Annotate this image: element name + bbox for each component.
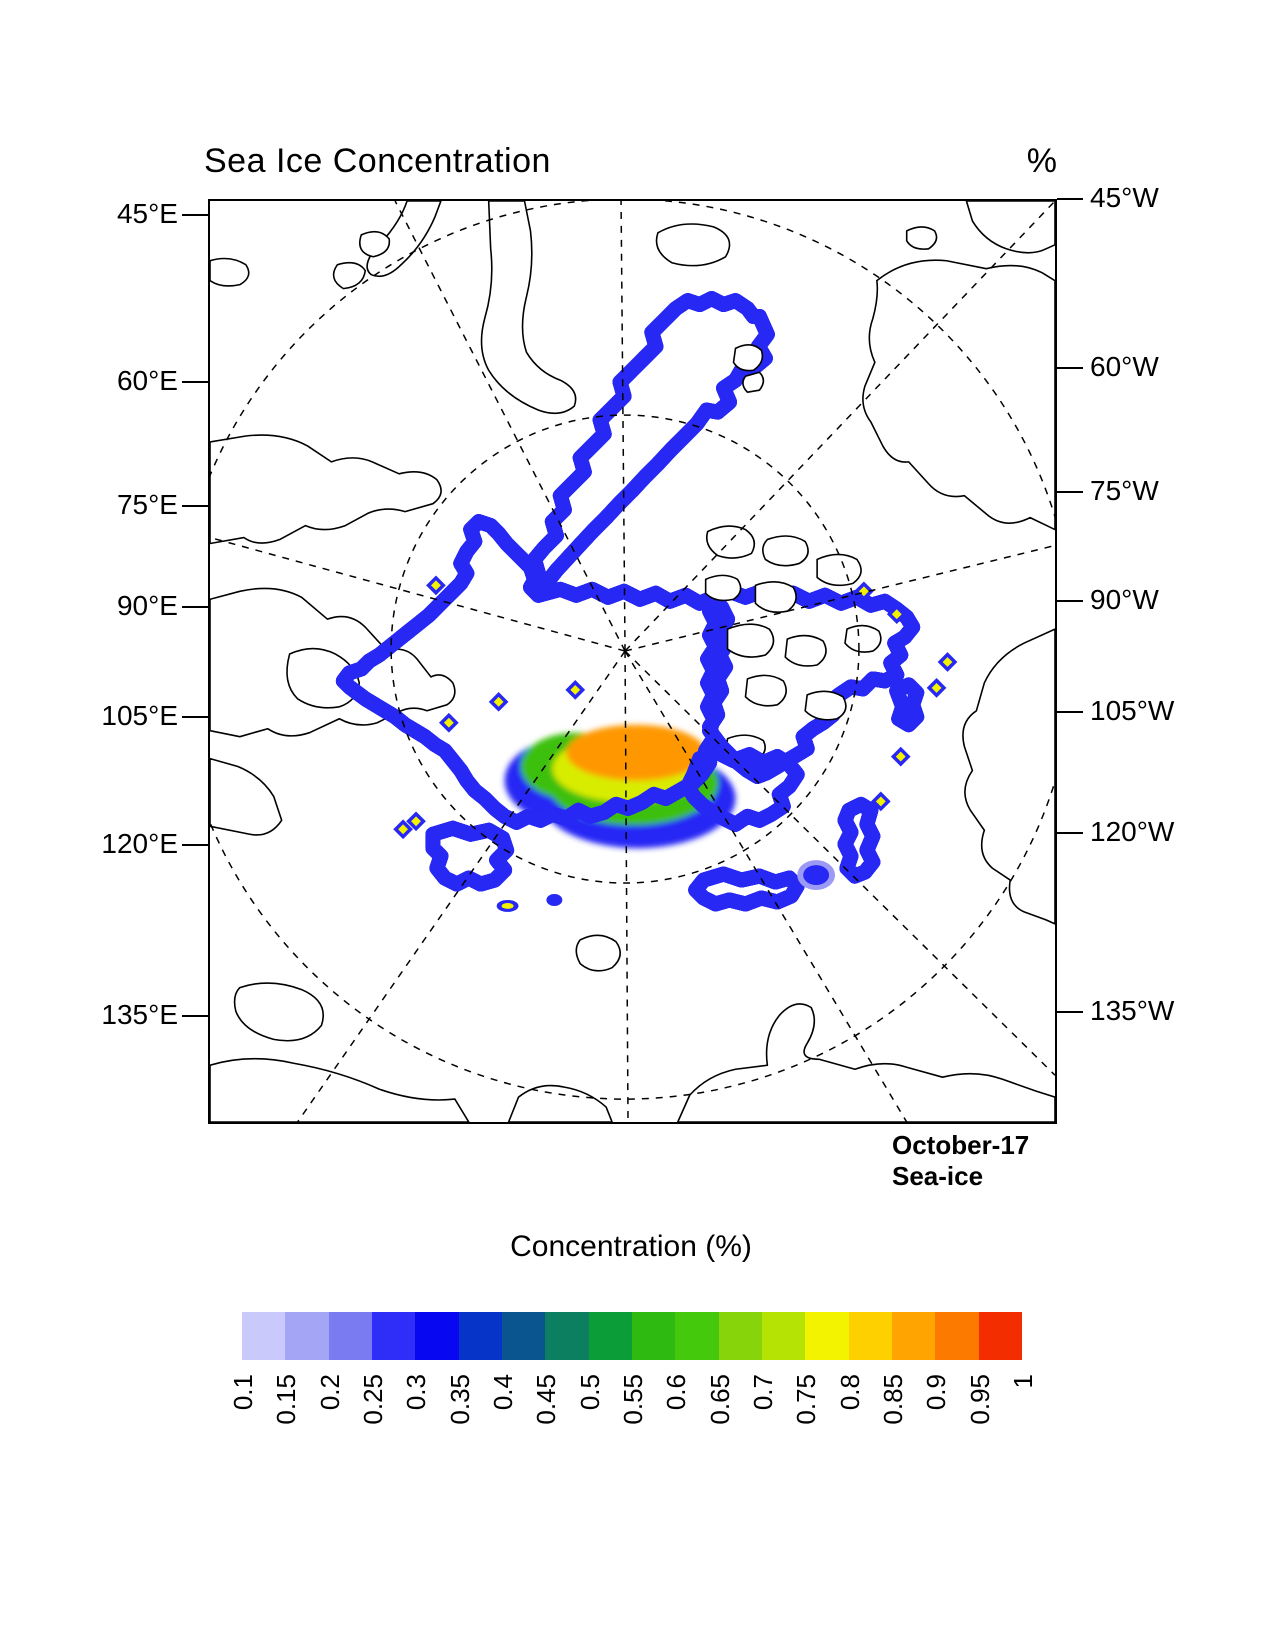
- colorbar-cell: [978, 1312, 1022, 1360]
- colorbar-tick-label: 0.8: [834, 1374, 865, 1411]
- colorbar-cell: [935, 1312, 979, 1360]
- right-axis-label: 75°W: [1090, 475, 1159, 506]
- colorbar-tick-label: 0.85: [878, 1374, 908, 1425]
- right-axis-label: 60°W: [1090, 351, 1159, 382]
- colorbar: [242, 1312, 1022, 1360]
- colorbar-tick-label: 1: [1008, 1374, 1038, 1389]
- left-axis-label: 120°E: [101, 828, 178, 859]
- axis-tick: [182, 716, 208, 718]
- left-axis-label: 75°E: [116, 489, 178, 520]
- left-axis-label: 60°E: [116, 365, 178, 396]
- colorbar-tick-label: 0.9: [921, 1374, 952, 1411]
- colorbar-cell: [371, 1312, 416, 1360]
- axis-tick: [1057, 367, 1083, 369]
- colorbar-tick-label: 0.3: [401, 1374, 432, 1411]
- annotation-date: October-17: [892, 1130, 1030, 1160]
- right-axis-label: 105°W: [1090, 695, 1175, 726]
- colorbar-cell: [545, 1312, 589, 1360]
- colorbar-tick-label: 0.6: [661, 1374, 692, 1411]
- colorbar-tick-label: 0.15: [271, 1374, 302, 1425]
- axis-tick: [1057, 600, 1083, 602]
- colorbar-tick-label: 0.95: [964, 1374, 995, 1425]
- colorbar-cell: [588, 1312, 632, 1360]
- coastlines-under: [210, 201, 1055, 1122]
- graticule: [210, 201, 1055, 1122]
- colorbar-tick-label: 0.2: [314, 1374, 345, 1411]
- legend-title: Concentration (%): [510, 1230, 752, 1263]
- colorbar-cell: [285, 1312, 329, 1360]
- blue-patches: [496, 860, 836, 912]
- right-axis-label: 120°W: [1090, 816, 1175, 847]
- colorbar-cell: [415, 1312, 459, 1360]
- axis-tick: [1057, 711, 1083, 713]
- colorbar-cell: [458, 1312, 502, 1360]
- colorbar-tick-label: 0.5: [574, 1374, 605, 1411]
- colorbar-tick-label: 0.1: [228, 1374, 258, 1411]
- right-axis-label: 90°W: [1090, 584, 1159, 615]
- units-label: %: [1026, 142, 1057, 180]
- coastlines-over: [704, 259, 1055, 721]
- axis-tick: [182, 505, 208, 507]
- colorbar-cell: [718, 1312, 762, 1360]
- axis-tick: [182, 1015, 208, 1017]
- colorbar-tick-label: 0.65: [704, 1374, 735, 1425]
- map-panel: [208, 199, 1057, 1124]
- right-axis-label: 135°W: [1090, 995, 1175, 1026]
- left-axis-label: 135°E: [101, 999, 178, 1030]
- axis-tick: [182, 381, 208, 383]
- axis-tick: [1057, 198, 1083, 200]
- axis-tick: [1057, 491, 1083, 493]
- axis-tick: [1057, 832, 1083, 834]
- colorbar-tick-label: 0.75: [791, 1374, 822, 1425]
- colorbar-tick-label: 0.35: [444, 1374, 475, 1425]
- colorbar-cell: [328, 1312, 372, 1360]
- colorbar-cell: [761, 1312, 806, 1360]
- map-canvas: [210, 201, 1055, 1122]
- annotation-field: Sea-ice: [892, 1161, 984, 1191]
- colorbar-tick-label: 0.45: [531, 1374, 562, 1425]
- colorbar-cell: [675, 1312, 719, 1360]
- axis-tick: [182, 606, 208, 608]
- colorbar-tick-label: 0.4: [488, 1374, 518, 1411]
- colorbar-cell: [501, 1312, 546, 1360]
- colorbar-tick-label: 0.25: [358, 1374, 388, 1425]
- colorbar-cell: [848, 1312, 892, 1360]
- axis-tick: [182, 214, 208, 216]
- colorbar-cell: [631, 1312, 676, 1360]
- colorbar-tick-label: 0.55: [618, 1374, 648, 1425]
- colorbar-cell: [805, 1312, 849, 1360]
- colorbar-tick-label: 0.7: [748, 1374, 778, 1411]
- left-axis-label: 90°E: [116, 590, 178, 621]
- marginal-ice-zone: [504, 724, 736, 849]
- plot-title: Sea Ice Concentration: [204, 142, 551, 180]
- colorbar-cell: [891, 1312, 936, 1360]
- axis-tick: [182, 844, 208, 846]
- axis-tick: [1057, 1011, 1083, 1013]
- left-axis-label: 105°E: [101, 700, 178, 731]
- right-axis-label: 45°W: [1090, 182, 1159, 213]
- left-axis-label: 45°E: [116, 198, 178, 229]
- colorbar-cell: [242, 1312, 286, 1360]
